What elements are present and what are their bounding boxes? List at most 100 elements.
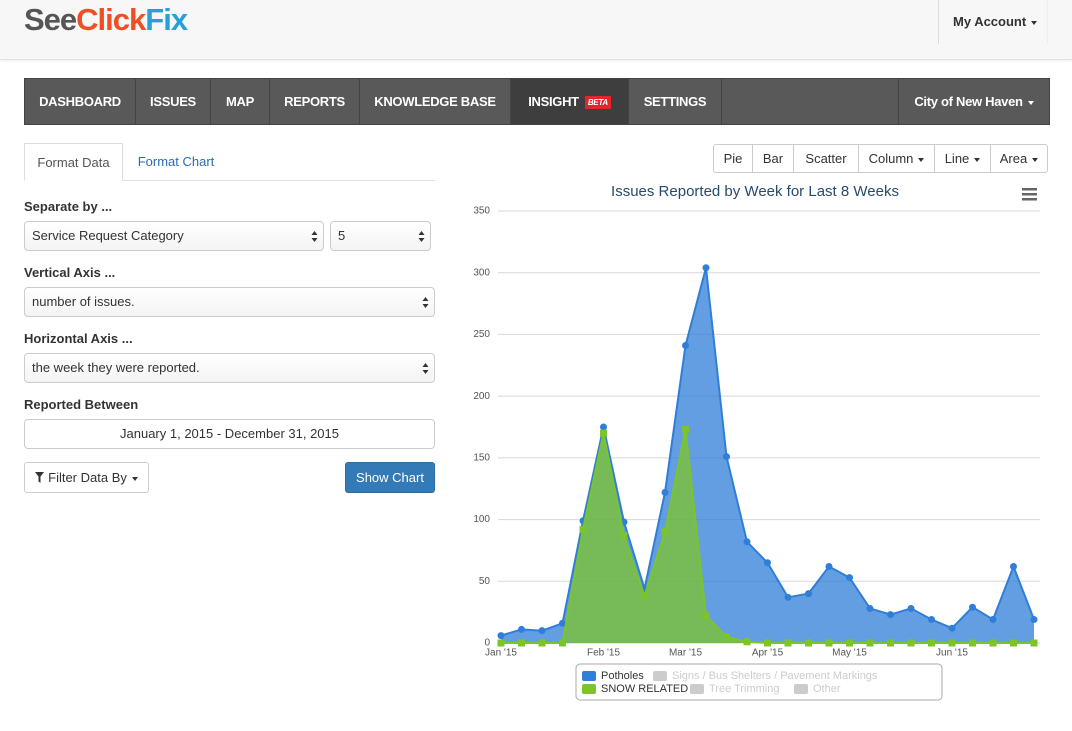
select-value: 5: [338, 228, 346, 243]
point-marker: [702, 612, 710, 620]
x-tick-label: Jan '15: [485, 648, 517, 659]
logo-part: See: [24, 2, 77, 37]
chart-type-button[interactable]: Line: [935, 144, 991, 173]
y-tick-label: 250: [473, 329, 490, 340]
point-marker: [989, 616, 997, 624]
y-tick-label: 50: [479, 576, 491, 587]
select[interactable]: number of issues.: [24, 287, 435, 317]
chart-type-button[interactable]: Column: [859, 144, 935, 173]
point-marker: [641, 592, 648, 600]
chart-type-button[interactable]: Bar: [753, 144, 794, 173]
point-marker: [805, 639, 812, 647]
nav-item[interactable]: REPORTS: [270, 79, 360, 124]
point-marker: [1030, 639, 1038, 647]
nav-item[interactable]: SETTINGS: [629, 79, 722, 124]
point-marker: [928, 639, 935, 647]
filter-icon: [35, 472, 45, 483]
point-marker: [764, 639, 771, 647]
y-tick-label: 100: [473, 514, 490, 525]
point-marker: [559, 639, 566, 647]
select-arrows: [422, 297, 429, 308]
point-marker: [825, 562, 833, 570]
y-tick-label: 150: [473, 452, 490, 463]
chart-title: Issues Reported by Week for Last 8 Weeks: [611, 183, 899, 200]
point-marker: [969, 639, 976, 647]
legend-item[interactable]: SNOW RELATED: [582, 683, 688, 695]
area-fill: [501, 267, 1034, 643]
legend-swatch: [690, 684, 704, 694]
point-marker: [497, 632, 505, 640]
y-tick-label: 300: [473, 267, 490, 278]
point-marker: [579, 525, 587, 533]
logo-part: Fix: [145, 2, 188, 37]
point-marker: [682, 342, 689, 350]
point-marker: [1010, 639, 1017, 647]
chart-type-button[interactable]: Scatter: [794, 144, 859, 173]
logo[interactable]: SeeClickFix: [24, 2, 188, 38]
select-value: number of issues.: [32, 294, 135, 309]
beta-badge: BETA: [584, 96, 611, 110]
nav-label: INSIGHT: [528, 94, 579, 109]
point-marker: [805, 590, 812, 598]
chart-type-button[interactable]: Area: [991, 144, 1048, 173]
field-label: Horizontal Axis ...: [24, 331, 133, 346]
legend-swatch: [582, 684, 596, 694]
field-label: Reported Between: [24, 397, 139, 412]
point-marker: [784, 593, 792, 601]
select[interactable]: 5: [330, 221, 431, 251]
select[interactable]: the week they were reported.: [24, 353, 435, 383]
tab-active[interactable]: Format Data: [24, 143, 123, 181]
legend-item[interactable]: Signs / Bus Shelters / Pavement Markings: [653, 670, 878, 682]
account-menu[interactable]: My Account: [938, 0, 1048, 44]
nav-item[interactable]: ISSUES: [136, 79, 211, 124]
logo-part: Click: [76, 2, 146, 37]
chart-menu-icon[interactable]: [1022, 188, 1037, 201]
select-arrows: [422, 363, 429, 374]
point-marker: [723, 633, 730, 641]
filter-button[interactable]: Filter Data By: [24, 462, 149, 493]
select-value: Service Request Category: [32, 228, 184, 243]
point-marker: [887, 639, 894, 647]
point-marker: [1010, 562, 1017, 570]
area-fill: [501, 429, 1034, 643]
legend-label: SNOW RELATED: [601, 683, 688, 695]
legend-swatch: [794, 684, 808, 694]
y-tick-label: 200: [473, 391, 490, 402]
legend-item[interactable]: Other: [794, 683, 841, 695]
x-tick-label: Feb '15: [587, 648, 620, 659]
nav-item[interactable]: DASHBOARD: [25, 79, 136, 124]
city-menu[interactable]: City of New Haven: [898, 79, 1049, 124]
button-label: Area: [999, 151, 1028, 166]
point-marker: [866, 639, 874, 647]
legend-item[interactable]: Potholes: [582, 670, 644, 682]
top-bar: [0, 0, 1072, 60]
chart-type-button[interactable]: Pie: [713, 144, 753, 173]
account-label: My Account: [953, 14, 1027, 29]
x-tick-label: Apr '15: [752, 648, 784, 659]
legend-box: [575, 663, 943, 701]
nav-item-active[interactable]: INSIGHT BETA: [511, 79, 629, 124]
nav-item[interactable]: KNOWLEDGE BASE: [360, 79, 511, 124]
legend-label: Potholes: [601, 670, 644, 682]
nav-item[interactable]: MAP: [211, 79, 270, 124]
legend-item[interactable]: Tree Trimming: [690, 683, 780, 695]
select-arrows: [311, 231, 318, 242]
button-label: Column: [868, 151, 914, 166]
point-marker: [538, 639, 546, 647]
x-tick-label: May '15: [832, 648, 867, 659]
point-marker: [723, 453, 730, 461]
point-marker: [989, 639, 997, 647]
point-marker: [825, 639, 833, 647]
legend-swatch: [653, 671, 667, 681]
tab[interactable]: Format Chart: [137, 154, 215, 169]
field-label: Vertical Axis ...: [24, 265, 116, 280]
select[interactable]: Service Request Category: [24, 221, 324, 251]
x-tick-label: Mar '15: [669, 648, 702, 659]
point-marker: [702, 264, 710, 272]
button-label: Line: [944, 151, 970, 166]
point-marker: [784, 639, 792, 647]
show-chart-button[interactable]: Show Chart: [345, 462, 435, 493]
point-marker: [661, 488, 669, 496]
date-range-input[interactable]: January 1, 2015 - December 31, 2015: [24, 419, 435, 449]
